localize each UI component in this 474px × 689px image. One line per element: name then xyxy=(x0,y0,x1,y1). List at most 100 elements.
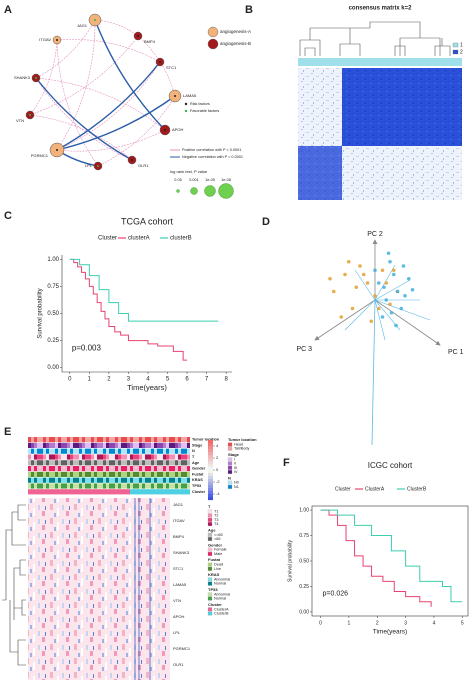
legend-label: T4 xyxy=(214,522,218,526)
annotation-cell xyxy=(109,448,112,454)
annotation-cell xyxy=(61,477,64,483)
size-legend-circle xyxy=(218,183,234,199)
annotation-cell xyxy=(130,466,133,472)
y-tick-label: 0.25 xyxy=(47,338,59,344)
node-factor xyxy=(174,95,176,97)
annotation-cell xyxy=(61,437,64,443)
annotation-label: Cluster xyxy=(192,490,206,494)
point xyxy=(376,306,381,311)
annotation-cell xyxy=(169,489,172,495)
annotation-cell xyxy=(142,448,145,454)
annotation-cell xyxy=(37,460,40,466)
annotation-cell xyxy=(154,466,157,472)
point xyxy=(346,259,351,264)
x-axis-label: Time(years) xyxy=(127,383,167,392)
annotation-cell xyxy=(115,448,118,454)
y-tick-label: 0.75 xyxy=(299,533,309,539)
annotation: p=0.003 xyxy=(72,343,102,352)
x-tick-label: 0 xyxy=(68,377,72,383)
annotation-cell xyxy=(172,477,175,483)
y-tick-label: 0.75 xyxy=(47,284,59,290)
annotation-cell xyxy=(73,454,76,460)
legend-swatch xyxy=(207,566,213,571)
annotation-cell xyxy=(133,442,136,448)
annotation-cell xyxy=(40,442,43,448)
size-legend-title: log rank test, P value xyxy=(170,169,208,174)
annotation-cell xyxy=(97,489,100,495)
annotation-cell xyxy=(163,471,166,477)
annotation-cell xyxy=(142,442,145,448)
annotation-cell xyxy=(187,442,190,448)
annotation-cell xyxy=(151,477,154,483)
size-legend-circle xyxy=(190,187,198,195)
annotation-cell xyxy=(88,448,91,454)
annotation-cell xyxy=(133,454,136,460)
legend-label: Favorable factors xyxy=(190,109,219,113)
annotation-cell xyxy=(58,477,61,483)
annotation-cell xyxy=(61,448,64,454)
annotation-cell xyxy=(118,471,121,477)
annotation-cell xyxy=(73,442,76,448)
annotation-cell xyxy=(166,437,169,443)
annotation-cell xyxy=(127,460,130,466)
annotation-cell xyxy=(121,448,124,454)
annotation-cell xyxy=(31,442,34,448)
annotation-cell xyxy=(175,460,178,466)
annotation-cell xyxy=(109,471,112,477)
annotation-cell xyxy=(109,477,112,483)
annotation-cell xyxy=(91,483,94,489)
annotation-cell xyxy=(46,460,49,466)
annotation-cell xyxy=(94,460,97,466)
annotation-cell xyxy=(124,489,127,495)
y-axis-label: Survival probability xyxy=(287,540,293,582)
annotation-cell xyxy=(118,483,121,489)
annotation-label: Gender xyxy=(192,467,206,471)
annotation-cell xyxy=(172,460,175,466)
annotation-cell xyxy=(52,483,55,489)
annotation-cell xyxy=(85,466,88,472)
annotation-cell xyxy=(82,471,85,477)
legend-swatch xyxy=(207,509,213,514)
point xyxy=(343,272,347,277)
annotation-cell xyxy=(124,477,127,483)
annotation-cell xyxy=(55,466,58,472)
point xyxy=(373,268,377,273)
annotation-cell xyxy=(34,454,37,460)
edge xyxy=(56,61,161,151)
annotation-cell xyxy=(94,454,97,460)
annotation-cell xyxy=(142,483,145,489)
annotation-cell xyxy=(43,437,46,443)
annotation-cell xyxy=(103,489,106,495)
annotation-cell xyxy=(154,489,157,495)
annotation-cell xyxy=(28,489,31,495)
annotation-cell xyxy=(55,483,58,489)
legend-title: Gender xyxy=(208,542,222,547)
annotation-cell xyxy=(145,489,148,495)
annotation-cell xyxy=(76,466,79,472)
pc-arrow xyxy=(374,299,441,346)
annotation-cell xyxy=(121,460,124,466)
colorbar-cell xyxy=(208,461,213,465)
annotation-cell xyxy=(124,442,127,448)
annotation-cell xyxy=(64,466,67,472)
annotation-cell xyxy=(175,448,178,454)
annotation-cell xyxy=(52,466,55,472)
annotation-cell xyxy=(175,437,178,443)
annotation-cell xyxy=(151,448,154,454)
legend-label: 2 xyxy=(460,49,463,55)
annotation-label: TP53 xyxy=(192,484,201,488)
annotation-cell xyxy=(181,466,184,472)
colorbar-cell xyxy=(208,482,213,486)
annotation-cell xyxy=(181,477,184,483)
annotation-cell xyxy=(31,471,34,477)
annotation-cell xyxy=(124,437,127,443)
annotation-cell xyxy=(148,454,151,460)
annotation-cell xyxy=(169,477,172,483)
legend-label: Male xyxy=(214,552,222,556)
annotation-cell xyxy=(76,437,79,443)
annotation-cell xyxy=(103,471,106,477)
annotation-cell xyxy=(79,437,82,443)
annotation-cell xyxy=(73,477,76,483)
annotation-cell xyxy=(136,489,139,495)
annotation-cell xyxy=(103,437,106,443)
